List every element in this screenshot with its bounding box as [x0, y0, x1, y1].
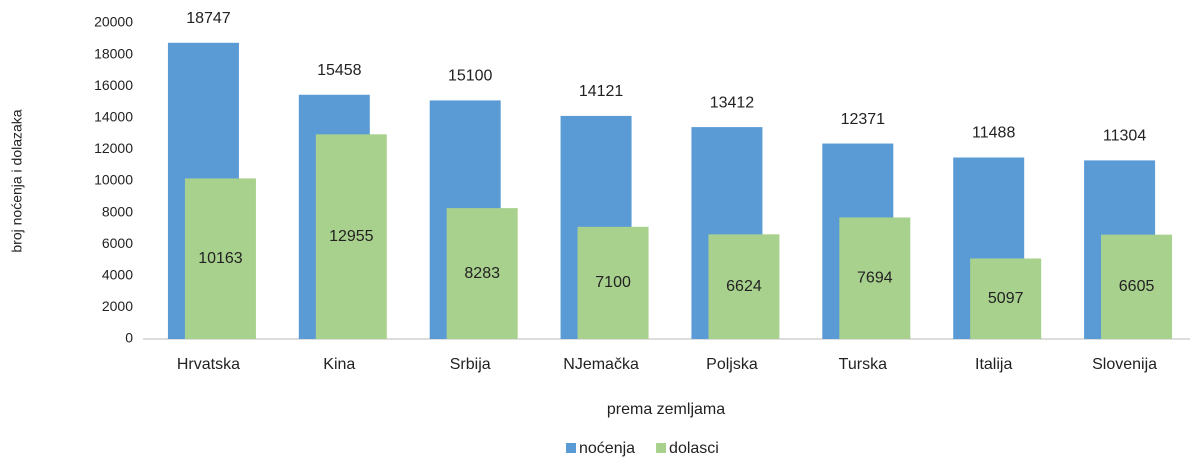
y-axis-title: broj noćenja i dolazaka [9, 109, 25, 252]
data-label: 8283 [464, 265, 500, 282]
x-axis-title: prema zemljama [607, 401, 725, 418]
y-tick-label: 2000 [102, 298, 133, 314]
y-tick-label: 0 [125, 330, 133, 346]
legend-swatch [566, 443, 576, 453]
y-tick-label: 18000 [94, 45, 133, 61]
bar [315, 134, 387, 339]
legend-label: dolasci [669, 440, 719, 457]
bar [577, 226, 649, 339]
data-label: 18747 [186, 10, 231, 27]
bar [970, 258, 1042, 339]
data-label: 12955 [329, 228, 374, 245]
bar [446, 208, 518, 339]
x-tick-label: Srbija [450, 356, 491, 373]
bar [839, 217, 911, 339]
bar [708, 234, 780, 339]
data-label: 12371 [841, 111, 886, 128]
y-tick-label: 16000 [94, 77, 133, 93]
bar [1101, 234, 1173, 339]
x-tick-label: Poljska [706, 356, 758, 373]
y-tick-label: 12000 [94, 140, 133, 156]
data-label: 7100 [595, 274, 631, 291]
data-label: 11488 [972, 125, 1015, 142]
data-label: 6605 [1119, 278, 1155, 295]
x-tick-label: Kina [323, 356, 355, 373]
y-tick-label: 6000 [102, 235, 133, 251]
data-label: 15100 [448, 68, 493, 85]
legend-swatch [656, 443, 667, 453]
data-label: 13412 [710, 94, 755, 111]
data-label: 7694 [857, 269, 893, 286]
y-tick-label: 10000 [94, 172, 133, 188]
y-tick-label: 20000 [94, 14, 133, 30]
y-tick-label: 4000 [102, 267, 133, 283]
data-label: 15458 [317, 62, 362, 79]
bar [184, 178, 256, 339]
x-tick-label: Slovenija [1092, 356, 1157, 373]
y-tick-label: 14000 [94, 109, 133, 125]
y-tick-label: 8000 [102, 203, 133, 219]
x-tick-label: Turska [839, 356, 887, 373]
x-tick-label: NJemačka [563, 356, 639, 373]
data-label: 10163 [198, 250, 243, 267]
data-label: 14121 [579, 83, 624, 100]
legend-label: noćenja [579, 440, 635, 457]
data-label: 6624 [726, 278, 762, 295]
data-label: 11304 [1103, 128, 1146, 145]
x-tick-label: Italija [975, 356, 1012, 373]
x-tick-label: Hrvatska [177, 356, 240, 373]
data-label: 5097 [988, 290, 1024, 307]
